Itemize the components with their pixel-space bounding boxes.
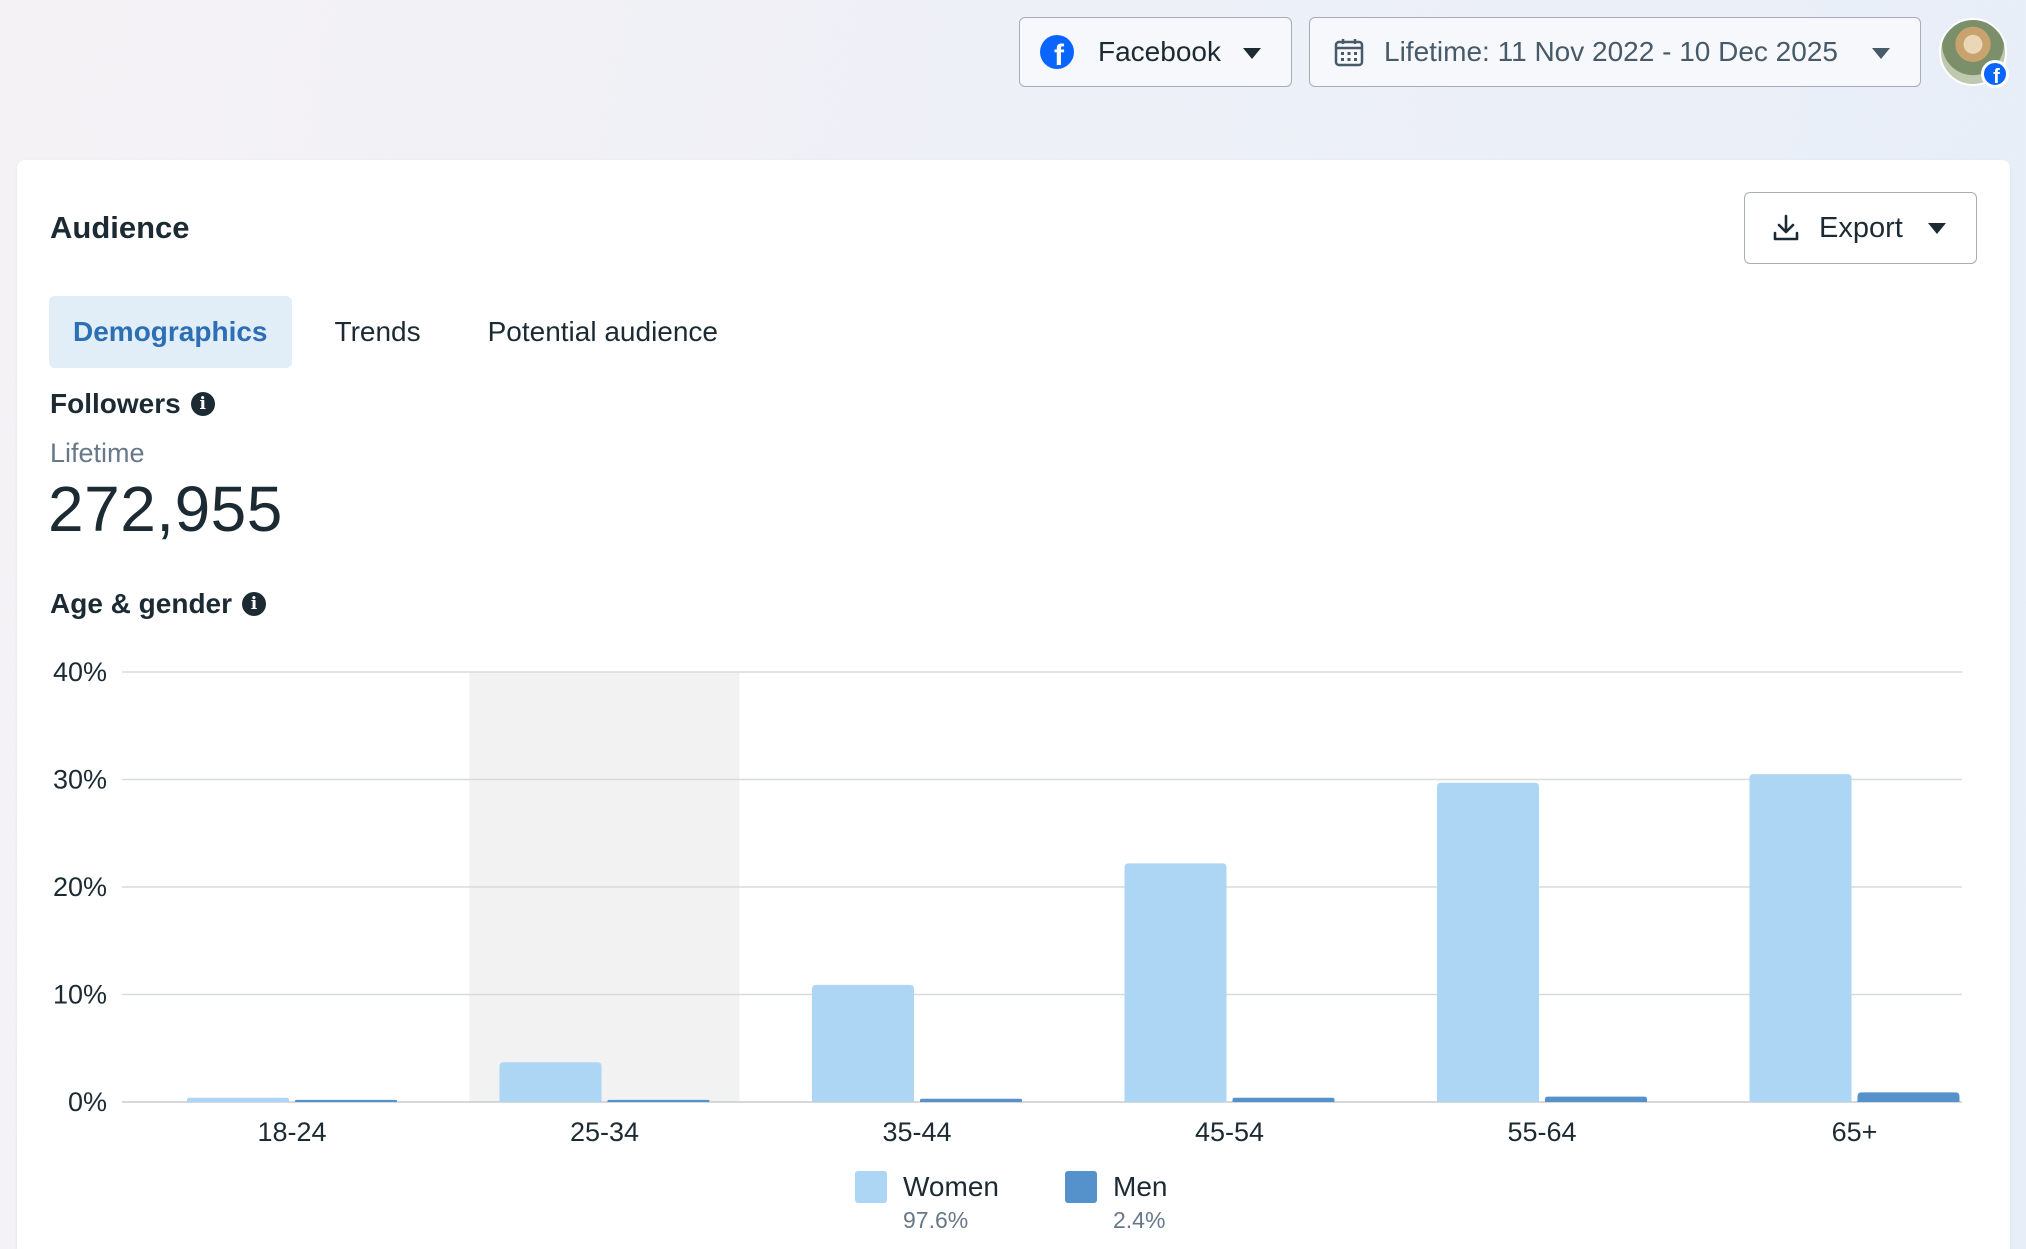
facebook-icon: f — [1040, 35, 1074, 69]
age-gender-heading: Age & gender i — [50, 588, 267, 620]
tab-demographics[interactable]: Demographics — [49, 296, 292, 368]
top-bar: f Facebook Lifetime: 11 Nov 2022 - 10 De… — [0, 0, 2026, 160]
bar-men-35-44[interactable] — [920, 1098, 1022, 1102]
date-range-selector[interactable]: Lifetime: 11 Nov 2022 - 10 Dec 2025 — [1309, 17, 1921, 87]
platform-label: Facebook — [1098, 36, 1221, 67]
bar-men-18-24[interactable] — [295, 1099, 397, 1102]
bar-men-45-54[interactable] — [1232, 1097, 1335, 1102]
legend-swatch-women — [855, 1171, 887, 1203]
audience-card: Audience Export Demographics Trends Pote… — [17, 160, 2010, 1249]
legend-swatch-men — [1065, 1171, 1097, 1203]
bar-women-45-54[interactable] — [1124, 863, 1227, 1102]
followers-label: Followers — [50, 388, 181, 419]
y-tick-label: 0% — [68, 1087, 107, 1117]
calendar-icon — [1334, 39, 1364, 67]
export-button[interactable]: Export — [1744, 192, 1977, 264]
y-tick-label: 30% — [53, 765, 107, 795]
chevron-down-icon — [1872, 48, 1890, 59]
legend-share-women: 97.6% — [903, 1207, 969, 1233]
export-label: Export — [1819, 211, 1903, 244]
date-range-label: Lifetime: 11 Nov 2022 - 10 Dec 2025 — [1384, 36, 1838, 67]
y-tick-label: 10% — [53, 980, 107, 1010]
info-icon[interactable]: i — [190, 392, 215, 416]
x-tick-label: 65+ — [1832, 1117, 1878, 1147]
followers-period: Lifetime — [50, 438, 145, 468]
y-tick-label: 40% — [53, 657, 107, 687]
bar-women-35-44[interactable] — [812, 984, 914, 1102]
tab-potential-audience[interactable]: Potential audience — [487, 316, 719, 347]
legend-item-men[interactable]: Men 2.4% — [1065, 1171, 1167, 1234]
followers-heading: Followers i — [50, 388, 215, 420]
platform-selector[interactable]: f Facebook — [1019, 17, 1292, 87]
tab-bar: Demographics Trends Potential audience — [49, 296, 761, 368]
download-icon — [1773, 214, 1799, 241]
x-tick-label: 25-34 — [570, 1117, 639, 1147]
chevron-down-icon — [1928, 223, 1946, 234]
age-gender-label: Age & gender — [50, 588, 233, 619]
legend-label-women: Women — [903, 1171, 999, 1202]
bar-women-25-34[interactable] — [499, 1062, 602, 1102]
tab-trends[interactable]: Trends — [334, 316, 421, 347]
x-tick-label: 45-54 — [1195, 1117, 1264, 1147]
facebook-badge-icon: f — [1981, 60, 2009, 88]
info-icon[interactable]: i — [242, 592, 267, 616]
bar-women-55-64[interactable] — [1437, 782, 1539, 1102]
legend-label-men: Men — [1113, 1171, 1168, 1202]
profile-avatar[interactable]: f — [1939, 18, 2009, 88]
bar-men-25-34[interactable] — [607, 1099, 710, 1102]
legend-share-men: 2.4% — [1113, 1207, 1166, 1233]
x-tick-label: 35-44 — [882, 1117, 951, 1147]
x-tick-label: 18-24 — [257, 1117, 326, 1147]
legend-item-women[interactable]: Women 97.6% — [855, 1171, 999, 1234]
bar-women-65plus[interactable] — [1749, 774, 1852, 1102]
followers-count: 272,955 — [48, 473, 283, 545]
chevron-down-icon — [1243, 48, 1261, 59]
bar-men-55-64[interactable] — [1545, 1096, 1647, 1102]
bar-women-18-24[interactable] — [187, 1097, 289, 1102]
bar-men-65plus[interactable] — [1857, 1092, 1960, 1102]
y-tick-label: 20% — [53, 872, 107, 902]
card-title: Audience — [50, 210, 190, 245]
x-tick-label: 55-64 — [1507, 1117, 1576, 1147]
